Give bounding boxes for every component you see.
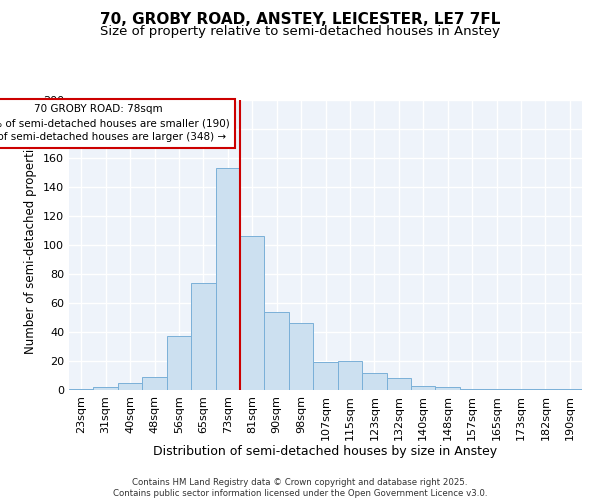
Text: Contains HM Land Registry data © Crown copyright and database right 2025.
Contai: Contains HM Land Registry data © Crown c… bbox=[113, 478, 487, 498]
Bar bbox=[313, 362, 338, 390]
Text: Size of property relative to semi-detached houses in Anstey: Size of property relative to semi-detach… bbox=[100, 25, 500, 38]
Bar bbox=[484, 388, 509, 390]
Bar bbox=[386, 378, 411, 390]
Bar bbox=[142, 377, 167, 390]
Bar bbox=[191, 282, 215, 390]
Bar bbox=[362, 372, 386, 390]
Bar bbox=[118, 383, 142, 390]
Bar bbox=[240, 236, 265, 390]
Bar bbox=[411, 386, 436, 390]
Bar bbox=[265, 312, 289, 390]
Bar bbox=[69, 388, 94, 390]
Bar bbox=[94, 387, 118, 390]
Bar bbox=[289, 324, 313, 390]
Y-axis label: Number of semi-detached properties: Number of semi-detached properties bbox=[25, 136, 37, 354]
Bar bbox=[460, 388, 484, 390]
Text: 70, GROBY ROAD, ANSTEY, LEICESTER, LE7 7FL: 70, GROBY ROAD, ANSTEY, LEICESTER, LE7 7… bbox=[100, 12, 500, 28]
Bar bbox=[436, 387, 460, 390]
Text: 70 GROBY ROAD: 78sqm
← 34% of semi-detached houses are smaller (190)
63% of semi: 70 GROBY ROAD: 78sqm ← 34% of semi-detac… bbox=[0, 104, 230, 142]
Bar bbox=[533, 388, 557, 390]
Bar bbox=[215, 168, 240, 390]
X-axis label: Distribution of semi-detached houses by size in Anstey: Distribution of semi-detached houses by … bbox=[154, 446, 497, 458]
Bar bbox=[509, 388, 533, 390]
Bar bbox=[338, 361, 362, 390]
Bar bbox=[167, 336, 191, 390]
Bar bbox=[557, 388, 582, 390]
